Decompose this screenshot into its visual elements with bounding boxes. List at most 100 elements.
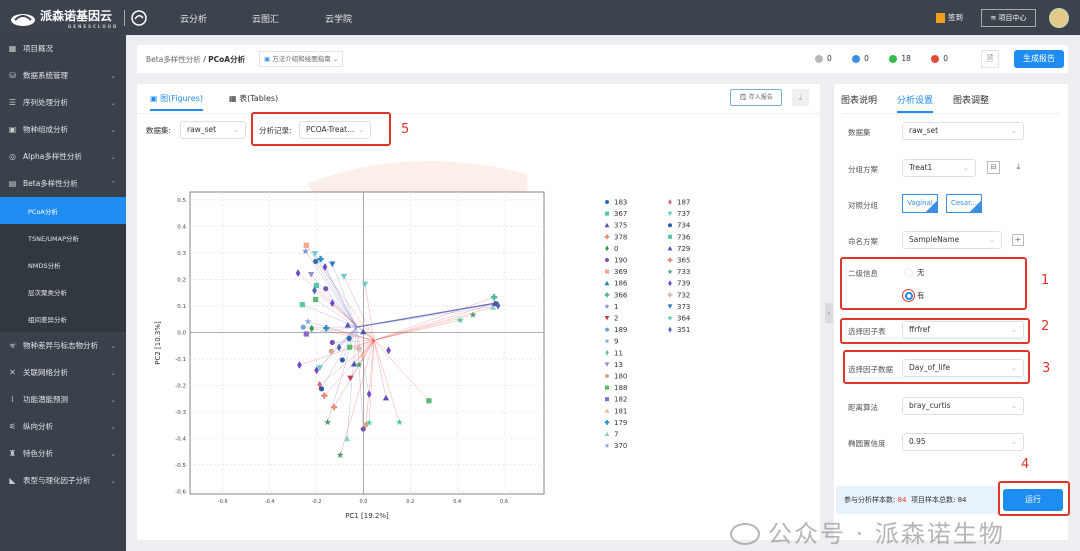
legend-marker <box>605 258 609 262</box>
nav-cloud-academy[interactable]: 云学院 <box>325 15 353 25</box>
chevron-down-icon: ⌄ <box>110 341 116 350</box>
spider-line <box>373 303 495 341</box>
list-icon: ☰ <box>8 98 17 107</box>
add-icon[interactable]: + <box>1012 234 1024 246</box>
nav-cloud-analysis[interactable]: 云分析 <box>180 15 208 25</box>
sidebar-subitem-pcoa[interactable]: PCoA分析 <box>0 197 126 224</box>
spider-line <box>373 340 387 398</box>
download-icon[interactable]: ⤓ <box>792 89 809 106</box>
edit-group-icon[interactable]: ⊟ <box>987 161 1000 174</box>
analysis-record-select[interactable]: PCOA-Treat... ⌄ <box>299 121 371 139</box>
collapse-panel-handle[interactable]: ‹ <box>825 303 833 323</box>
sidebar-item-featured[interactable]: ♜ 特色分析 ⌄ <box>0 440 126 467</box>
data-point <box>340 273 348 280</box>
data-point <box>336 451 344 458</box>
chevron-up-icon: ⌃ <box>110 179 116 188</box>
tab-tables-label: 表(Tables) <box>239 94 279 103</box>
spider-line <box>306 326 357 335</box>
method-guide-dropdown[interactable]: ▣ 方法介绍和绘图指南 ⌄ <box>259 51 344 67</box>
spider-line <box>349 340 375 348</box>
data-point <box>329 261 336 268</box>
legend-label: 1 <box>614 303 618 311</box>
tab-analysis-settings[interactable]: 分析设置 <box>897 93 934 113</box>
dataset-select[interactable]: raw_set ⌄ <box>180 121 246 139</box>
breadcrumb-parent[interactable]: Beta多样性分析 <box>146 55 201 64</box>
compare-group-tag[interactable]: Cesar... <box>946 194 982 213</box>
sidebar-subitem-nmds[interactable]: NMDS分析 <box>28 261 61 270</box>
factor-data-select[interactable]: Day_of_life ⌄ <box>902 359 1024 377</box>
compare-group-tag[interactable]: Vaginal <box>902 194 938 213</box>
save-icon: 🗒 <box>739 94 747 101</box>
legend-label: 11 <box>614 349 623 357</box>
legend-label: 364 <box>677 315 691 323</box>
sidebar-subitem-tsne[interactable]: TSNE/UMAP分析 <box>28 234 79 243</box>
spider-line <box>373 340 430 401</box>
tab-chart-adjust[interactable]: 图表调整 <box>953 96 990 106</box>
avatar[interactable] <box>1049 8 1069 28</box>
distance-select[interactable]: bray_curtis ⌄ <box>902 397 1024 415</box>
data-point <box>360 426 366 432</box>
sidebar-subitem-group-diff[interactable]: 组间差异分析 <box>28 315 67 324</box>
group-scheme-select[interactable]: Treat1 ⌄ <box>902 159 976 177</box>
dataset-select[interactable]: raw_set ⌄ <box>902 122 1024 140</box>
sidebar-item-longitudinal[interactable]: ⚟ 纵向分析 ⌄ <box>0 413 126 440</box>
data-point <box>309 324 315 333</box>
data-point <box>456 316 464 324</box>
data-point <box>299 301 305 308</box>
status-dot-icon <box>931 55 940 63</box>
sidebar-item-data-management[interactable]: ⛁ 数据系统管理 ⌄ <box>0 62 126 89</box>
chevron-down-icon: ⌄ <box>110 395 116 404</box>
save-to-report-button[interactable]: 🗒 存入报告 <box>730 89 782 106</box>
radio-none[interactable]: 无 <box>904 267 925 278</box>
data-point <box>426 398 432 404</box>
legend-marker <box>604 222 610 228</box>
sidebar-item-function[interactable]: ⌇ 功能潜能预测 ⌄ <box>0 386 126 413</box>
sidebar-item-beta[interactable]: ▤ Beta多样性分析 ⌃ <box>0 170 126 197</box>
status-count: 0 <box>827 54 832 63</box>
y-axis-label: PC2 [10.3%] <box>154 321 162 365</box>
logo[interactable]: 派森诺基因云 GENESCLOUD <box>10 7 148 29</box>
legend-marker <box>604 316 610 321</box>
spider-line <box>333 340 375 408</box>
radio-yes[interactable]: 有 <box>902 289 925 302</box>
data-point <box>302 247 309 255</box>
nav-cloud-gallery[interactable]: 云图汇 <box>252 15 280 25</box>
brand-swirl-icon <box>131 10 148 26</box>
sidebar-subitem-clustering[interactable]: 层次聚类分析 <box>28 288 67 297</box>
checkin-button[interactable]: 签到 <box>936 12 963 23</box>
tab-chart-description[interactable]: 图表说明 <box>841 96 878 106</box>
factor-table-select[interactable]: ffrfref ⌄ <box>902 321 1024 339</box>
ellipse-select[interactable]: 0.95 ⌄ <box>902 433 1024 451</box>
naming-select[interactable]: SampleName ⌄ <box>902 231 1002 249</box>
sidebar-item-label: 特色分析 <box>23 449 53 458</box>
sidebar-item-label: 表型与理化因子分析 <box>23 476 91 485</box>
dataset-label: 数据集 <box>848 128 871 137</box>
sidebar-item-overview[interactable]: ▦ 项目概况 <box>0 35 126 62</box>
sidebar-item-alpha[interactable]: ◎ Alpha多样性分析 ⌄ <box>0 143 126 170</box>
distance-value: bray_curtis <box>909 401 951 410</box>
top-bar: 派森诺基因云 GENESCLOUD 云分析 云图汇 云学院 签到 ≋ 项目中心 <box>0 0 1080 35</box>
project-center-button[interactable]: ≋ 项目中心 <box>981 9 1036 27</box>
y-tick-label: -0.2 <box>175 383 186 389</box>
report-file-icon[interactable]: 🗎 <box>981 50 999 68</box>
legend-label: 189 <box>614 326 627 334</box>
tab-tables[interactable]: ▦ 表(Tables) <box>229 93 278 104</box>
dataset-label: 数据集: <box>146 126 172 135</box>
x-tick-label: 0.6 <box>500 499 508 505</box>
legend-marker <box>667 211 673 216</box>
sidebar-item-phenotype[interactable]: ◣ 表型与理化因子分析 ⌄ <box>0 467 126 494</box>
legend-label: 351 <box>677 326 690 334</box>
generate-report-button[interactable]: 生成报告 <box>1014 50 1064 68</box>
sidebar-item-composition[interactable]: ▣ 物种组成分析 ⌄ <box>0 116 126 143</box>
sidebar-item-sequence[interactable]: ☰ 序列处理分析 ⌄ <box>0 89 126 116</box>
spider-line <box>324 340 375 396</box>
download-icon[interactable]: ⤓ <box>1016 162 1021 171</box>
sidebar-item-biomarker[interactable]: ☣ 物种差异与标志物分析 ⌄ <box>0 332 126 359</box>
run-button[interactable]: 运行 <box>1003 489 1063 511</box>
legend-marker <box>604 362 610 367</box>
legend-marker <box>605 397 609 402</box>
spider-line <box>350 340 375 379</box>
spider-line <box>297 272 375 341</box>
tab-figures[interactable]: ▣ 图(Figures) <box>150 93 203 111</box>
sidebar-item-network[interactable]: ✕ 关联网络分析 ⌄ <box>0 359 126 386</box>
